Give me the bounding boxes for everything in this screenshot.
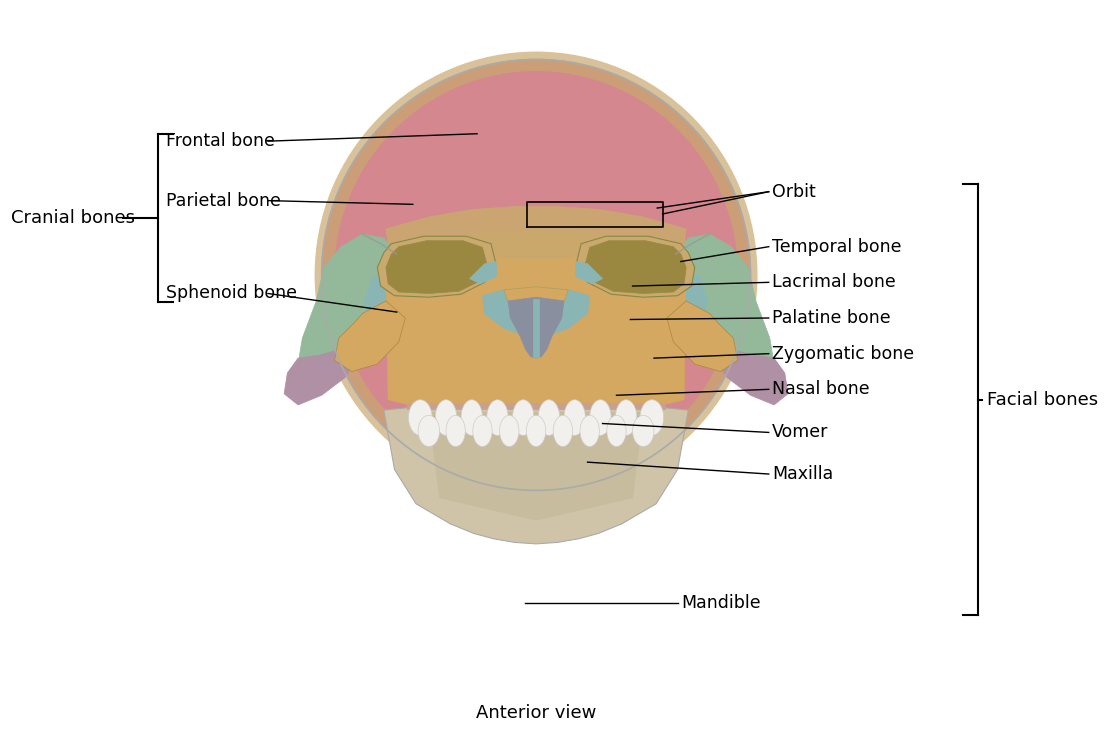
Polygon shape [284, 348, 356, 405]
Polygon shape [504, 287, 569, 325]
Ellipse shape [500, 415, 518, 447]
Text: Mandible: Mandible [681, 594, 760, 612]
Polygon shape [365, 269, 445, 328]
Ellipse shape [607, 415, 627, 447]
Polygon shape [413, 416, 659, 422]
Polygon shape [386, 241, 487, 293]
Text: Sphenoid bone: Sphenoid bone [166, 285, 298, 302]
Ellipse shape [640, 400, 663, 435]
Ellipse shape [513, 400, 534, 435]
Ellipse shape [321, 59, 750, 490]
Ellipse shape [526, 415, 545, 447]
Polygon shape [407, 403, 665, 409]
Polygon shape [377, 236, 495, 297]
Ellipse shape [460, 400, 483, 435]
Text: Frontal bone: Frontal bone [166, 132, 275, 150]
Ellipse shape [590, 400, 611, 435]
Text: Zygomatic bone: Zygomatic bone [772, 345, 914, 363]
Ellipse shape [487, 400, 508, 435]
Polygon shape [386, 232, 686, 412]
Polygon shape [575, 262, 602, 284]
Text: Parietal bone: Parietal bone [166, 192, 281, 210]
Ellipse shape [539, 400, 560, 435]
Ellipse shape [408, 400, 433, 435]
Polygon shape [483, 288, 590, 338]
Ellipse shape [473, 415, 492, 447]
Ellipse shape [615, 400, 637, 435]
Polygon shape [508, 297, 564, 358]
Ellipse shape [418, 415, 439, 447]
Polygon shape [667, 301, 738, 372]
Polygon shape [334, 301, 405, 372]
Polygon shape [386, 207, 686, 259]
Polygon shape [585, 241, 686, 293]
Polygon shape [298, 234, 395, 375]
Text: Facial bones: Facial bones [988, 391, 1098, 409]
Text: Maxilla: Maxilla [772, 465, 833, 483]
Ellipse shape [564, 400, 585, 435]
Text: Vomer: Vomer [772, 424, 828, 441]
Ellipse shape [580, 415, 600, 447]
Ellipse shape [435, 400, 457, 435]
Polygon shape [429, 412, 643, 520]
Polygon shape [678, 234, 774, 375]
Text: Temporal bone: Temporal bone [772, 238, 901, 256]
Text: Orbit: Orbit [772, 183, 816, 201]
Polygon shape [576, 236, 695, 297]
Ellipse shape [632, 415, 655, 447]
Text: Nasal bone: Nasal bone [772, 380, 870, 398]
Polygon shape [716, 348, 788, 405]
Polygon shape [469, 262, 496, 284]
Ellipse shape [446, 415, 465, 447]
Polygon shape [384, 407, 688, 544]
Ellipse shape [553, 415, 572, 447]
Text: Palatine bone: Palatine bone [772, 309, 891, 327]
Text: Lacrimal bone: Lacrimal bone [772, 273, 895, 291]
Polygon shape [533, 299, 540, 357]
Polygon shape [628, 269, 708, 328]
Text: Anterior view: Anterior view [476, 704, 597, 722]
Text: Cranial bones: Cranial bones [11, 209, 135, 227]
